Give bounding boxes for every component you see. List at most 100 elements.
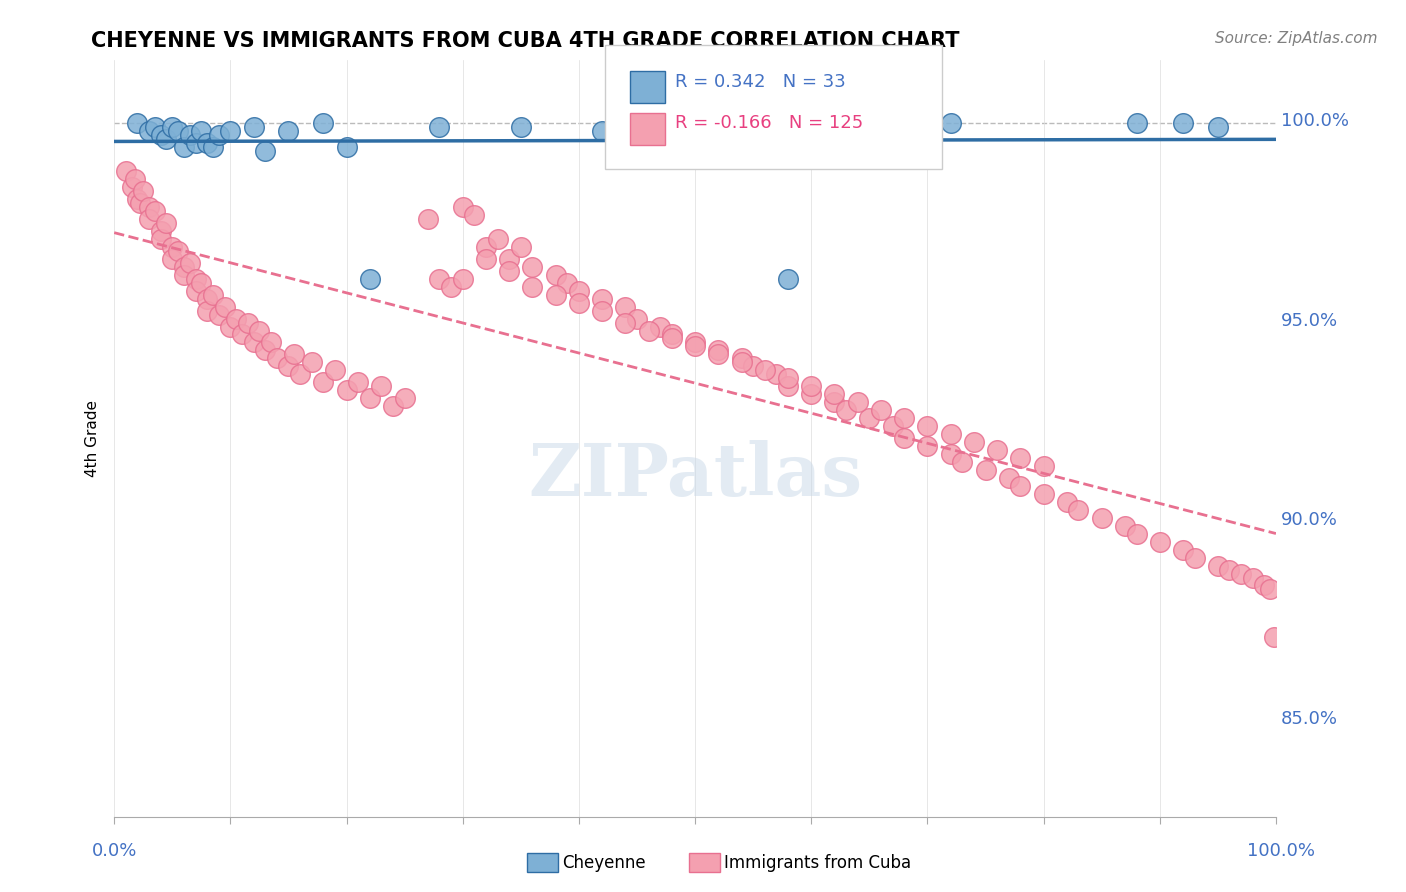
Point [1032, 487, 1054, 501]
Point [288, 368, 311, 382]
Point [155, 216, 177, 230]
Point [568, 284, 591, 298]
Point [917, 419, 939, 434]
Point [1258, 582, 1281, 597]
Point [997, 471, 1019, 485]
Point [184, 136, 207, 151]
Point [277, 124, 299, 138]
Point [138, 211, 160, 226]
Point [730, 355, 752, 369]
Point [707, 347, 730, 361]
Point [661, 327, 683, 342]
Point [1184, 550, 1206, 565]
Point [1149, 534, 1171, 549]
Point [173, 268, 195, 282]
Text: Cheyenne: Cheyenne [562, 854, 645, 871]
Point [486, 232, 509, 246]
Point [173, 140, 195, 154]
Point [614, 300, 637, 314]
Point [359, 391, 381, 405]
Point [1091, 510, 1114, 524]
Point [208, 308, 231, 322]
Point [242, 335, 264, 350]
Point [190, 276, 212, 290]
Point [1114, 518, 1136, 533]
Point [138, 124, 160, 138]
Point [124, 172, 146, 186]
Point [637, 324, 659, 338]
Point [143, 204, 166, 219]
Point [765, 368, 787, 382]
Point [277, 359, 299, 374]
Point [1171, 542, 1194, 557]
Point [776, 379, 799, 393]
Point [776, 271, 799, 285]
Point [824, 387, 846, 401]
Point [939, 427, 962, 442]
Point [231, 327, 253, 342]
Point [184, 284, 207, 298]
Point [225, 311, 247, 326]
Point [1010, 479, 1032, 493]
Point [1032, 458, 1054, 473]
Point [824, 116, 846, 130]
Point [1125, 526, 1147, 541]
Point [1125, 116, 1147, 130]
Point [742, 359, 765, 374]
Point [266, 351, 288, 366]
Point [416, 211, 439, 226]
Point [335, 140, 357, 154]
Point [312, 376, 335, 390]
Point [683, 339, 706, 353]
Point [1263, 630, 1285, 644]
Point [498, 252, 520, 266]
Point [591, 303, 613, 318]
Point [121, 180, 143, 194]
Point [249, 324, 271, 338]
Point [242, 120, 264, 135]
Point [382, 399, 405, 413]
Point [568, 295, 591, 310]
Point [155, 132, 177, 146]
Point [800, 387, 823, 401]
Text: 100.0%: 100.0% [1247, 842, 1315, 860]
Point [312, 116, 335, 130]
Point [323, 363, 346, 377]
Point [754, 363, 776, 377]
Text: R = 0.342   N = 33: R = 0.342 N = 33 [675, 72, 845, 90]
Point [214, 300, 236, 314]
Point [522, 279, 544, 293]
Point [509, 240, 531, 254]
Point [127, 192, 149, 206]
Point [149, 232, 172, 246]
Point [143, 120, 166, 135]
Point [776, 371, 799, 385]
Text: R = -0.166   N = 125: R = -0.166 N = 125 [675, 114, 863, 132]
Point [179, 256, 201, 270]
Point [1230, 566, 1253, 581]
Point [939, 116, 962, 130]
Point [149, 128, 172, 143]
Point [195, 292, 218, 306]
Point [742, 116, 765, 130]
Point [162, 120, 184, 135]
Point [1206, 558, 1229, 573]
Point [1056, 495, 1078, 509]
Point [451, 271, 474, 285]
Point [236, 316, 259, 330]
Text: Source: ZipAtlas.com: Source: ZipAtlas.com [1215, 31, 1378, 46]
Point [1253, 578, 1275, 592]
Text: ZIPatlas: ZIPatlas [529, 441, 862, 511]
Point [661, 331, 683, 345]
Point [254, 145, 277, 159]
Point [179, 128, 201, 143]
Point [201, 140, 224, 154]
Y-axis label: 4th Grade: 4th Grade [86, 400, 100, 476]
Point [451, 200, 474, 214]
Point [626, 311, 648, 326]
Point [509, 120, 531, 135]
Point [1241, 570, 1264, 584]
Point [440, 279, 463, 293]
Point [132, 184, 155, 198]
Point [846, 395, 869, 409]
